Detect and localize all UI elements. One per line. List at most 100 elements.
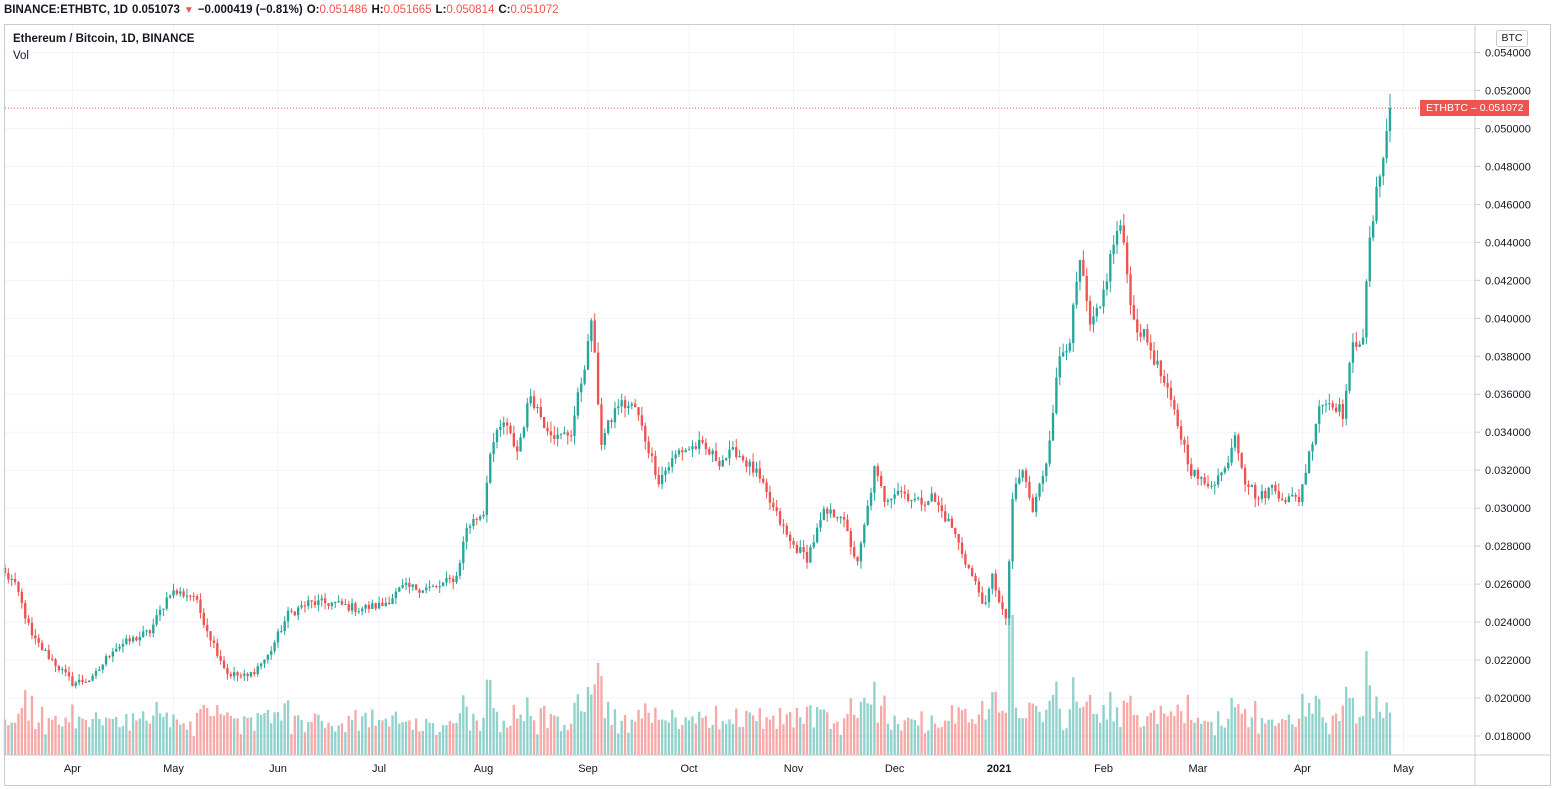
candle-body — [344, 604, 347, 606]
candle-body — [896, 491, 900, 495]
volume-bar — [1291, 724, 1294, 755]
candle-body — [735, 447, 738, 458]
candle-body — [1254, 485, 1257, 499]
volume-bar — [131, 713, 135, 755]
volume-bar — [714, 705, 718, 755]
volume-legend[interactable]: Vol — [13, 50, 29, 62]
volume-bar — [1179, 711, 1183, 755]
volume-bar — [1260, 718, 1264, 755]
candle-body — [853, 547, 856, 557]
volume-bar — [913, 720, 917, 755]
candle-body — [357, 611, 361, 613]
candle-body — [1351, 342, 1355, 363]
y-tick-label: 0.024000 — [1485, 617, 1531, 629]
candle-body — [1092, 316, 1095, 325]
currency-button[interactable]: BTC — [1496, 30, 1528, 47]
candle-body — [772, 502, 775, 508]
candle-body — [1213, 484, 1216, 486]
candle-body — [1361, 337, 1365, 345]
volume-bar — [135, 720, 138, 755]
volume-bar — [492, 708, 495, 755]
volume-bar — [441, 725, 445, 755]
candle-body — [1355, 342, 1358, 347]
volume-bar — [458, 713, 462, 755]
volume-bar — [1014, 707, 1018, 755]
candle-body — [1216, 475, 1220, 485]
last-price-tag: ETHBTC – 0.051072 — [1420, 100, 1530, 117]
candle-body — [293, 611, 296, 616]
candle-body — [273, 642, 276, 652]
volume-bar — [222, 715, 226, 755]
volume-bar — [974, 723, 977, 755]
candle-body — [1078, 259, 1082, 282]
candle-body — [890, 498, 893, 501]
candle-body — [101, 664, 104, 670]
volume-bar — [1024, 718, 1028, 755]
volume-bar — [721, 720, 724, 755]
volume-bar — [1230, 697, 1233, 755]
volume-bar — [10, 722, 13, 755]
candle-body — [1223, 468, 1227, 473]
volume-bar — [425, 718, 428, 755]
y-tick-label: 0.020000 — [1485, 693, 1531, 705]
volume-bar — [1213, 735, 1216, 755]
y-tick-label: 0.028000 — [1485, 541, 1531, 553]
series-legend-title[interactable]: Ethereum / Bitcoin, 1D, BINANCE — [13, 33, 195, 45]
candle-body — [1291, 494, 1294, 497]
volume-bar — [354, 709, 357, 755]
volume-bar — [920, 711, 923, 755]
candle-body — [98, 669, 101, 671]
volume-bar — [138, 718, 141, 755]
volume-bar — [1264, 723, 1267, 755]
volume-bar — [590, 694, 593, 755]
volume-bar — [1139, 727, 1142, 755]
candle-body — [246, 673, 249, 677]
candle-body — [876, 466, 879, 476]
candle-body — [1021, 470, 1024, 478]
volume-bar — [724, 723, 728, 755]
candle-body — [839, 516, 842, 519]
volume-bar — [283, 703, 286, 755]
candle-body — [394, 591, 398, 599]
candle-body — [108, 656, 111, 658]
candle-body — [401, 585, 404, 588]
volume-bar — [984, 719, 987, 755]
candle-body — [728, 449, 731, 459]
candle-body — [1240, 453, 1243, 468]
candle-body — [1028, 481, 1031, 498]
x-tick-label: Jul — [372, 763, 386, 775]
candle-body — [944, 511, 947, 522]
candle-body — [472, 519, 475, 527]
candle-body — [24, 602, 27, 619]
change-value: −0.000419 (−0.81%) — [197, 4, 303, 16]
candle-body — [812, 542, 815, 548]
volume-bar — [88, 727, 91, 755]
volume-bar — [17, 713, 20, 755]
candle-body — [1200, 477, 1203, 479]
volume-bar — [1132, 714, 1136, 755]
volume-bar — [1210, 721, 1213, 755]
candle-body — [340, 601, 344, 605]
candle-body — [1041, 476, 1045, 484]
candle-body — [842, 516, 846, 520]
candle-body — [1072, 304, 1075, 344]
open-label: O: — [306, 4, 320, 16]
volume-bar — [398, 723, 401, 755]
candle-body — [762, 478, 765, 483]
candle-body — [1385, 131, 1388, 159]
candle-body — [805, 551, 809, 563]
volume-bar — [1314, 695, 1318, 755]
volume-bar — [435, 734, 438, 755]
volume-bar — [576, 694, 580, 755]
candle-body — [522, 427, 526, 438]
low-value: 0.050814 — [446, 4, 495, 16]
volume-bar — [933, 723, 937, 755]
candle-body — [1068, 343, 1072, 351]
candle-body — [57, 666, 61, 671]
candle-body — [249, 672, 253, 677]
candle-body — [879, 475, 883, 487]
volume-bar — [320, 721, 323, 755]
candle-body — [30, 622, 34, 636]
candle-body — [1301, 484, 1304, 502]
